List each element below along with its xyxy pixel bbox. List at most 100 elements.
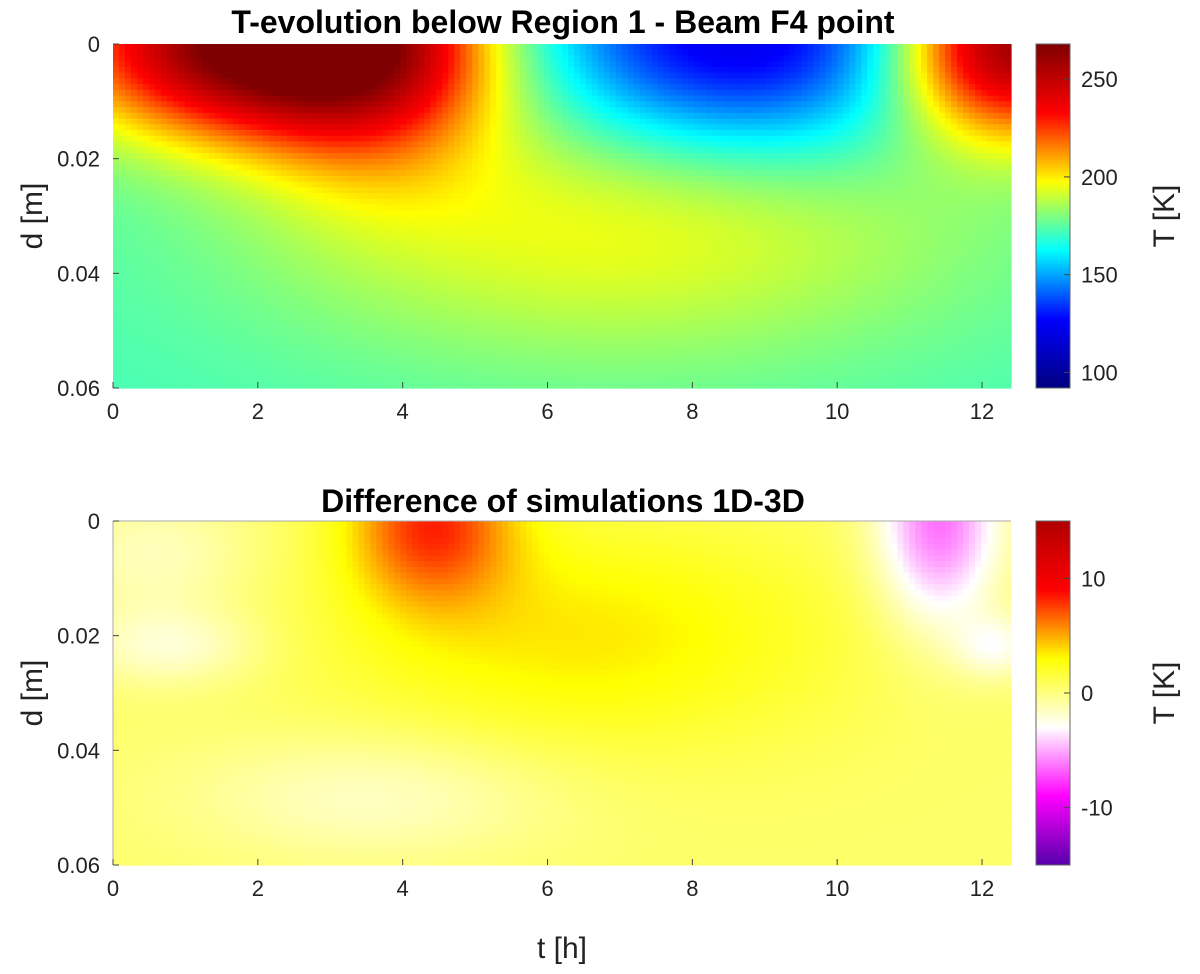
- heatmap-cell: [490, 147, 497, 153]
- heatmap-cell: [269, 50, 276, 56]
- heatmap-cell: [993, 107, 1000, 113]
- heatmap-cell: [340, 199, 347, 205]
- heatmap-cell: [999, 124, 1006, 130]
- heatmap-cell: [742, 96, 749, 102]
- heatmap-cell: [819, 113, 826, 119]
- heatmap-cell: [574, 216, 581, 222]
- heatmap-cell: [131, 147, 138, 153]
- heatmap-cell: [604, 84, 611, 90]
- heatmap-cell: [718, 73, 725, 79]
- heatmap-cell: [634, 130, 641, 136]
- heatmap-cell: [993, 216, 1000, 222]
- heatmap-cell: [969, 164, 976, 170]
- heatmap-cell: [915, 90, 922, 96]
- heatmap-cell: [544, 141, 551, 147]
- heatmap-cell: [412, 170, 419, 176]
- heatmap-cell: [981, 73, 988, 79]
- heatmap-cell: [346, 101, 353, 107]
- heatmap-cell: [580, 205, 587, 211]
- heatmap-cell: [562, 153, 569, 159]
- heatmap-cell: [251, 222, 258, 228]
- heatmap-cell: [305, 90, 312, 96]
- heatmap-cell: [891, 159, 898, 165]
- heatmap-cell: [311, 147, 318, 153]
- heatmap-cell: [436, 90, 443, 96]
- heatmap-cell: [927, 159, 934, 165]
- heatmap-cell: [825, 170, 832, 176]
- heatmap-cell: [179, 101, 186, 107]
- heatmap-cell: [215, 227, 222, 233]
- heatmap-cell: [825, 187, 832, 193]
- heatmap-cell: [508, 124, 515, 130]
- heatmap-cell: [760, 90, 767, 96]
- heatmap-cell: [676, 101, 683, 107]
- heatmap-cell: [376, 176, 383, 182]
- heatmap-cell: [346, 44, 353, 50]
- heatmap-cell: [514, 170, 521, 176]
- heatmap-cell: [556, 182, 563, 188]
- heatmap-cell: [676, 90, 683, 96]
- heatmap-cell: [586, 182, 593, 188]
- heatmap-cell: [819, 159, 826, 165]
- heatmap-cell: [478, 153, 485, 159]
- heatmap-cell: [945, 130, 952, 136]
- heatmap-cell: [592, 90, 599, 96]
- heatmap-cell: [125, 44, 132, 50]
- heatmap-cell: [233, 182, 240, 188]
- heatmap-cell: [658, 136, 665, 142]
- heatmap-cell: [676, 159, 683, 165]
- heatmap-cell: [496, 119, 503, 125]
- heatmap-cell: [568, 216, 575, 222]
- heatmap-cell: [807, 141, 814, 147]
- heatmap-cell: [574, 44, 581, 50]
- heatmap-cell: [299, 153, 306, 159]
- heatmap-cell: [879, 170, 886, 176]
- heatmap-cell: [778, 199, 785, 205]
- heatmap-cell: [209, 78, 216, 84]
- heatmap-cell: [909, 73, 916, 79]
- heatmap-cell: [795, 90, 802, 96]
- heatmap-cell: [532, 78, 539, 84]
- heatmap-cell: [670, 84, 677, 90]
- heatmap-cell: [520, 176, 527, 182]
- heatmap-cell: [245, 170, 252, 176]
- heatmap-cell: [382, 124, 389, 130]
- heatmap-cell: [927, 113, 934, 119]
- heatmap-cell: [514, 210, 521, 216]
- heatmap-cell: [460, 176, 467, 182]
- heatmap-cell: [658, 153, 665, 159]
- heatmap-cell: [736, 124, 743, 130]
- heatmap-cell: [173, 96, 180, 102]
- heatmap-cell: [508, 130, 515, 136]
- heatmap-cell: [257, 222, 264, 228]
- heatmap-cell: [562, 78, 569, 84]
- heatmap-cell: [131, 107, 138, 113]
- heatmap-cell: [760, 170, 767, 176]
- heatmap-cell: [400, 101, 407, 107]
- heatmap-cell: [287, 187, 294, 193]
- heatmap-cell: [209, 216, 216, 222]
- heatmap-cell: [478, 107, 485, 113]
- heatmap-cell: [825, 147, 832, 153]
- heatmap-cell: [514, 164, 521, 170]
- heatmap-cell: [323, 119, 330, 125]
- heatmap-cell: [586, 107, 593, 113]
- heatmap-cell: [137, 50, 144, 56]
- heatmap-cell: [873, 210, 880, 216]
- heatmap-cell: [598, 199, 605, 205]
- heatmap-cell: [873, 78, 880, 84]
- heatmap-cell: [113, 61, 120, 67]
- heatmap-cell: [185, 153, 192, 159]
- heatmap-cell: [412, 44, 419, 50]
- heatmap-cell: [652, 227, 659, 233]
- heatmap-cell: [628, 96, 635, 102]
- heatmap-cell: [520, 210, 527, 216]
- heatmap-cell: [436, 227, 443, 233]
- heatmap-cell: [592, 107, 599, 113]
- heatmap-cell: [394, 90, 401, 96]
- heatmap-cell: [586, 78, 593, 84]
- heatmap-cell: [257, 55, 264, 61]
- heatmap-cell: [772, 182, 779, 188]
- heatmap-cell: [305, 187, 312, 193]
- heatmap-cell: [604, 107, 611, 113]
